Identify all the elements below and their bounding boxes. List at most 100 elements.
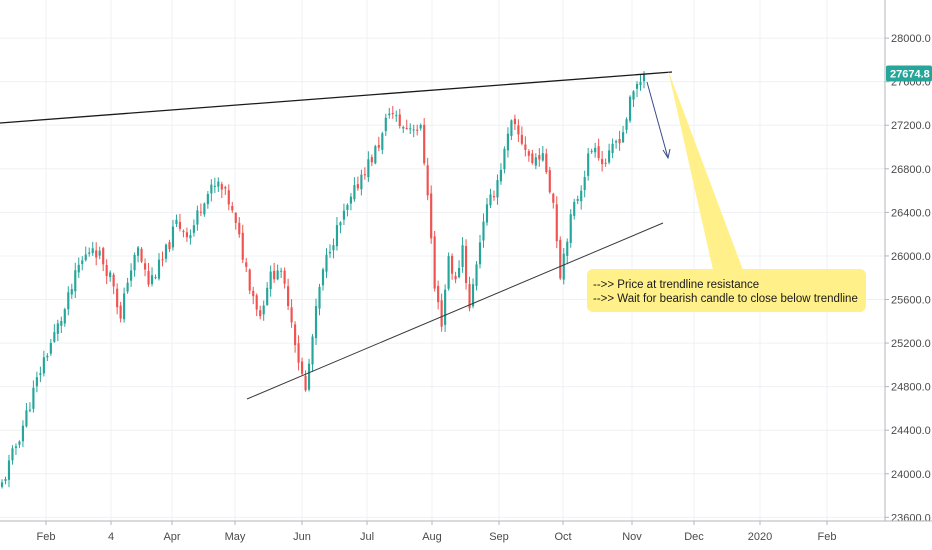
candle-body[interactable] [451,255,454,274]
candle-body[interactable] [447,256,450,289]
candle-body[interactable] [238,222,241,235]
candle-body[interactable] [297,343,300,363]
candle-body[interactable] [339,222,342,226]
candle-body[interactable] [538,155,541,160]
candle-body[interactable] [213,185,216,187]
support-trendline[interactable] [246,222,664,400]
candle-body[interactable] [178,221,182,229]
candle-body[interactable] [81,260,84,264]
candle-body[interactable] [199,211,202,213]
candle-body[interactable] [534,157,537,166]
candle-body[interactable] [325,254,328,272]
candle-body[interactable] [11,448,14,461]
candle-body[interactable] [304,375,307,391]
candle-body[interactable] [105,264,108,277]
candle-body[interactable] [377,145,380,148]
candle-body[interactable] [157,259,161,279]
candle-body[interactable] [513,118,516,125]
candle-body[interactable] [28,409,31,411]
candle-body[interactable] [642,73,646,82]
candle-body[interactable] [621,132,625,143]
candle-body[interactable] [140,248,143,262]
candle-body[interactable] [444,289,447,325]
candle-body[interactable] [559,239,562,279]
candle-body[interactable] [60,320,63,326]
candle-body[interactable] [220,184,223,190]
candle-body[interactable] [562,253,565,280]
candle-body[interactable] [49,342,52,354]
candle-body[interactable] [74,270,77,292]
candle-body[interactable] [555,204,558,242]
candle-body[interactable] [430,193,433,239]
candle-body[interactable] [454,275,457,280]
candle-body[interactable] [217,181,220,187]
candle-body[interactable] [478,242,482,265]
candle-body[interactable] [300,361,304,374]
candle-body[interactable] [314,306,318,338]
candle-body[interactable] [224,187,227,189]
candle-body[interactable] [349,196,352,204]
candle-body[interactable] [321,269,325,286]
candle-body[interactable] [461,245,464,268]
candle-body[interactable] [4,478,7,481]
candle-body[interactable] [56,323,59,334]
candle-body[interactable] [520,134,523,144]
candle-body[interactable] [143,263,147,270]
candle-body[interactable] [590,150,593,152]
candle-body[interactable] [262,305,265,315]
candle-body[interactable] [175,219,178,224]
candle-body[interactable] [95,250,98,258]
candle-body[interactable] [116,288,119,308]
candle-body[interactable] [597,146,600,159]
candle-body[interactable] [374,146,377,164]
candle-body[interactable] [192,225,195,233]
candle-body[interactable] [234,212,237,223]
candle-body[interactable] [182,231,185,233]
candle-body[interactable] [269,271,272,290]
candle-body[interactable] [161,259,164,261]
candle-body[interactable] [628,96,632,121]
candle-body[interactable] [412,129,415,131]
candle-body[interactable] [611,143,614,154]
candle-body[interactable] [423,124,426,164]
candle-body[interactable] [109,272,112,277]
candle-body[interactable] [416,129,419,131]
candle-body[interactable] [569,214,572,243]
candle-body[interactable] [119,305,122,319]
candle-body[interactable] [398,114,401,127]
candle-body[interactable] [102,248,105,265]
candle-body[interactable] [395,115,398,117]
candle-body[interactable] [273,270,276,280]
candle-body[interactable] [437,285,440,303]
candle-body[interactable] [266,287,269,305]
candle-body[interactable] [123,293,126,320]
candle-body[interactable] [391,113,394,115]
candle-body[interactable] [63,309,66,324]
candle-body[interactable] [39,373,42,376]
candle-body[interactable] [541,153,544,161]
candle-body[interactable] [573,202,576,216]
candle-body[interactable] [485,204,489,223]
candle-body[interactable] [196,210,199,225]
candle-body[interactable] [471,284,475,307]
candle-body[interactable] [311,336,314,365]
candle-body[interactable] [433,236,436,289]
candle-body[interactable] [639,81,642,86]
annotation-note[interactable] [587,269,866,312]
candle-body[interactable] [506,133,510,151]
candle-body[interactable] [227,190,230,205]
candle-body[interactable] [287,286,290,307]
candle-body[interactable] [164,244,168,259]
candle-body[interactable] [150,275,154,285]
candle-body[interactable] [276,270,279,280]
candle-body[interactable] [0,482,4,487]
candle-body[interactable] [580,190,583,202]
candle-body[interactable] [601,159,604,165]
candle-body[interactable] [510,120,513,136]
candle-body[interactable] [604,162,607,164]
candle-body[interactable] [318,286,321,309]
candle-body[interactable] [241,232,244,260]
candle-body[interactable] [294,324,297,346]
candle-body[interactable] [307,363,311,390]
candle-body[interactable] [475,264,478,286]
